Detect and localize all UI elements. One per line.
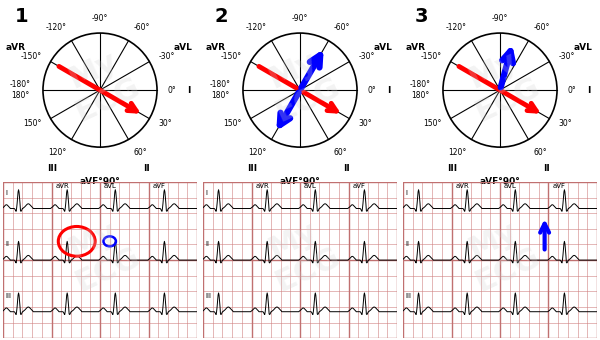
Text: I: I [205, 190, 207, 196]
Text: My
ECG: My ECG [456, 212, 544, 298]
Text: -150°: -150° [421, 52, 442, 61]
Text: aVR: aVR [406, 43, 426, 52]
Text: II: II [143, 164, 149, 173]
Text: 150°: 150° [23, 119, 42, 128]
Text: 60°: 60° [533, 148, 547, 157]
Text: 30°: 30° [158, 119, 172, 128]
Text: III: III [405, 293, 411, 299]
Text: II: II [543, 164, 550, 173]
Text: -60°: -60° [533, 23, 550, 32]
Text: aVR: aVR [6, 43, 26, 52]
Text: -120°: -120° [46, 23, 67, 32]
Text: aVL: aVL [174, 43, 193, 52]
Text: I: I [187, 86, 190, 95]
Text: aVF°90°: aVF°90° [80, 177, 121, 186]
Text: 120°: 120° [448, 148, 466, 157]
Text: III: III [247, 164, 257, 173]
Text: -120°: -120° [445, 23, 466, 32]
Text: aVR: aVR [455, 184, 469, 189]
Text: -90°: -90° [92, 14, 108, 23]
Text: -30°: -30° [158, 52, 175, 61]
Text: I: I [587, 86, 590, 95]
Text: My
ECG: My ECG [56, 212, 144, 298]
Text: aVF°90°: aVF°90° [479, 177, 520, 186]
Text: -90°: -90° [292, 14, 308, 23]
Text: aVL: aVL [104, 184, 117, 189]
Text: aVR: aVR [256, 184, 269, 189]
Text: My
ECG: My ECG [256, 212, 344, 298]
Text: I: I [386, 86, 390, 95]
Text: I: I [5, 190, 7, 196]
Text: -60°: -60° [334, 23, 350, 32]
Text: II: II [205, 241, 209, 247]
Text: My
ECG: My ECG [56, 42, 144, 128]
Text: 30°: 30° [358, 119, 372, 128]
Text: 0°: 0° [567, 86, 576, 95]
Text: II: II [405, 241, 409, 247]
Text: aVF: aVF [553, 184, 565, 189]
Text: III: III [447, 164, 457, 173]
Text: II: II [5, 241, 9, 247]
Text: -150°: -150° [20, 52, 42, 61]
Text: II: II [343, 164, 350, 173]
Text: 3: 3 [415, 7, 428, 27]
Text: 0°: 0° [167, 86, 176, 95]
Text: -180°
180°: -180° 180° [10, 80, 31, 100]
Text: 0°: 0° [367, 86, 376, 95]
Text: 30°: 30° [558, 119, 572, 128]
Text: aVF°90°: aVF°90° [280, 177, 320, 186]
Text: -120°: -120° [245, 23, 266, 32]
Text: -30°: -30° [558, 52, 575, 61]
Text: -150°: -150° [221, 52, 242, 61]
Text: aVL: aVL [374, 43, 393, 52]
Text: aVF: aVF [152, 184, 166, 189]
Text: -180°
180°: -180° 180° [409, 80, 430, 100]
Text: -180°
180°: -180° 180° [209, 80, 230, 100]
Text: -30°: -30° [358, 52, 374, 61]
Text: III: III [205, 293, 211, 299]
Text: I: I [405, 190, 407, 196]
Text: My
ECG: My ECG [456, 42, 544, 128]
Text: III: III [47, 164, 57, 173]
Text: 150°: 150° [424, 119, 442, 128]
Text: My
ECG: My ECG [256, 42, 344, 128]
Text: aVF: aVF [352, 184, 365, 189]
Text: 120°: 120° [48, 148, 67, 157]
Text: aVL: aVL [574, 43, 593, 52]
Text: 2: 2 [214, 7, 228, 27]
Text: 60°: 60° [134, 148, 147, 157]
Text: aVR: aVR [206, 43, 226, 52]
Text: 1: 1 [14, 7, 28, 27]
Text: aVL: aVL [504, 184, 517, 189]
Text: aVR: aVR [55, 184, 69, 189]
Text: -90°: -90° [492, 14, 508, 23]
Text: 120°: 120° [248, 148, 266, 157]
Text: -60°: -60° [134, 23, 150, 32]
Text: III: III [5, 293, 11, 299]
Text: 150°: 150° [223, 119, 242, 128]
Text: aVL: aVL [304, 184, 317, 189]
Text: 60°: 60° [334, 148, 347, 157]
